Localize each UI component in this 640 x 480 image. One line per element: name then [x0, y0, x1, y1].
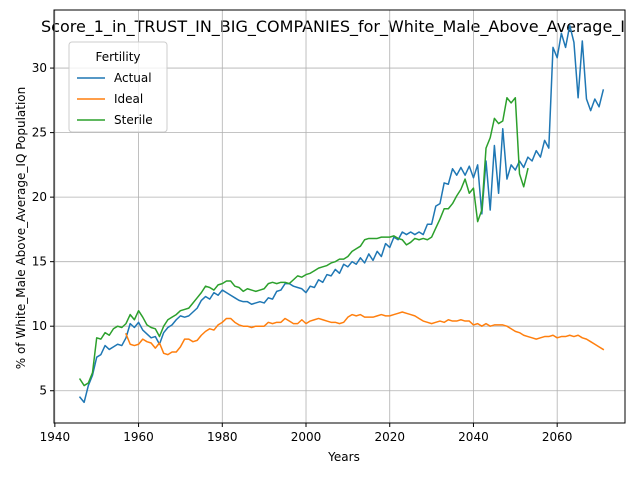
- x-tick-label: 1980: [207, 430, 238, 444]
- legend-label-ideal: Ideal: [114, 92, 143, 106]
- x-tick-label: 1940: [40, 430, 71, 444]
- y-axis-ticks: 5 10 15 20 25 30: [32, 61, 54, 398]
- legend-box: [68, 41, 168, 133]
- plot-frame: [53, 9, 626, 424]
- legend-label-sterile: Sterile: [114, 113, 153, 127]
- x-tick-label: 1960: [123, 430, 154, 444]
- y-tick-label: 5: [39, 384, 47, 398]
- series-layer: [78, 24, 605, 404]
- y-tick-label: 30: [32, 61, 47, 75]
- x-tick-label: 2040: [458, 430, 489, 444]
- x-tick-label: 2000: [291, 430, 322, 444]
- chart-title: Score_1_in_TRUST_IN_BIG_COMPANIES_for_Wh…: [41, 17, 625, 37]
- series-line-sterile: [78, 97, 529, 387]
- legend-label-actual: Actual: [114, 71, 152, 85]
- y-axis-label: % of White_Male Above_Average_IQ Populat…: [14, 87, 28, 370]
- y-tick-label: 10: [32, 319, 47, 333]
- grid: [54, 10, 625, 423]
- y-tick-label: 15: [32, 255, 47, 269]
- y-tick-label: 25: [32, 126, 47, 140]
- y-tick-label: 20: [32, 190, 47, 204]
- legend-title: Fertility: [95, 50, 140, 64]
- legend-entries: Actual Ideal Sterile: [77, 71, 153, 127]
- x-tick-label: 2060: [542, 430, 573, 444]
- series-line-ideal: [125, 311, 605, 356]
- series-line-actual: [78, 24, 605, 404]
- x-tick-label: 2020: [374, 430, 405, 444]
- legend: Fertility Actual Ideal Sterile: [68, 41, 168, 133]
- x-axis-label: Years: [327, 450, 360, 464]
- x-axis-ticks: 1940 1960 1980 2000 2020 2040 2060: [40, 423, 573, 444]
